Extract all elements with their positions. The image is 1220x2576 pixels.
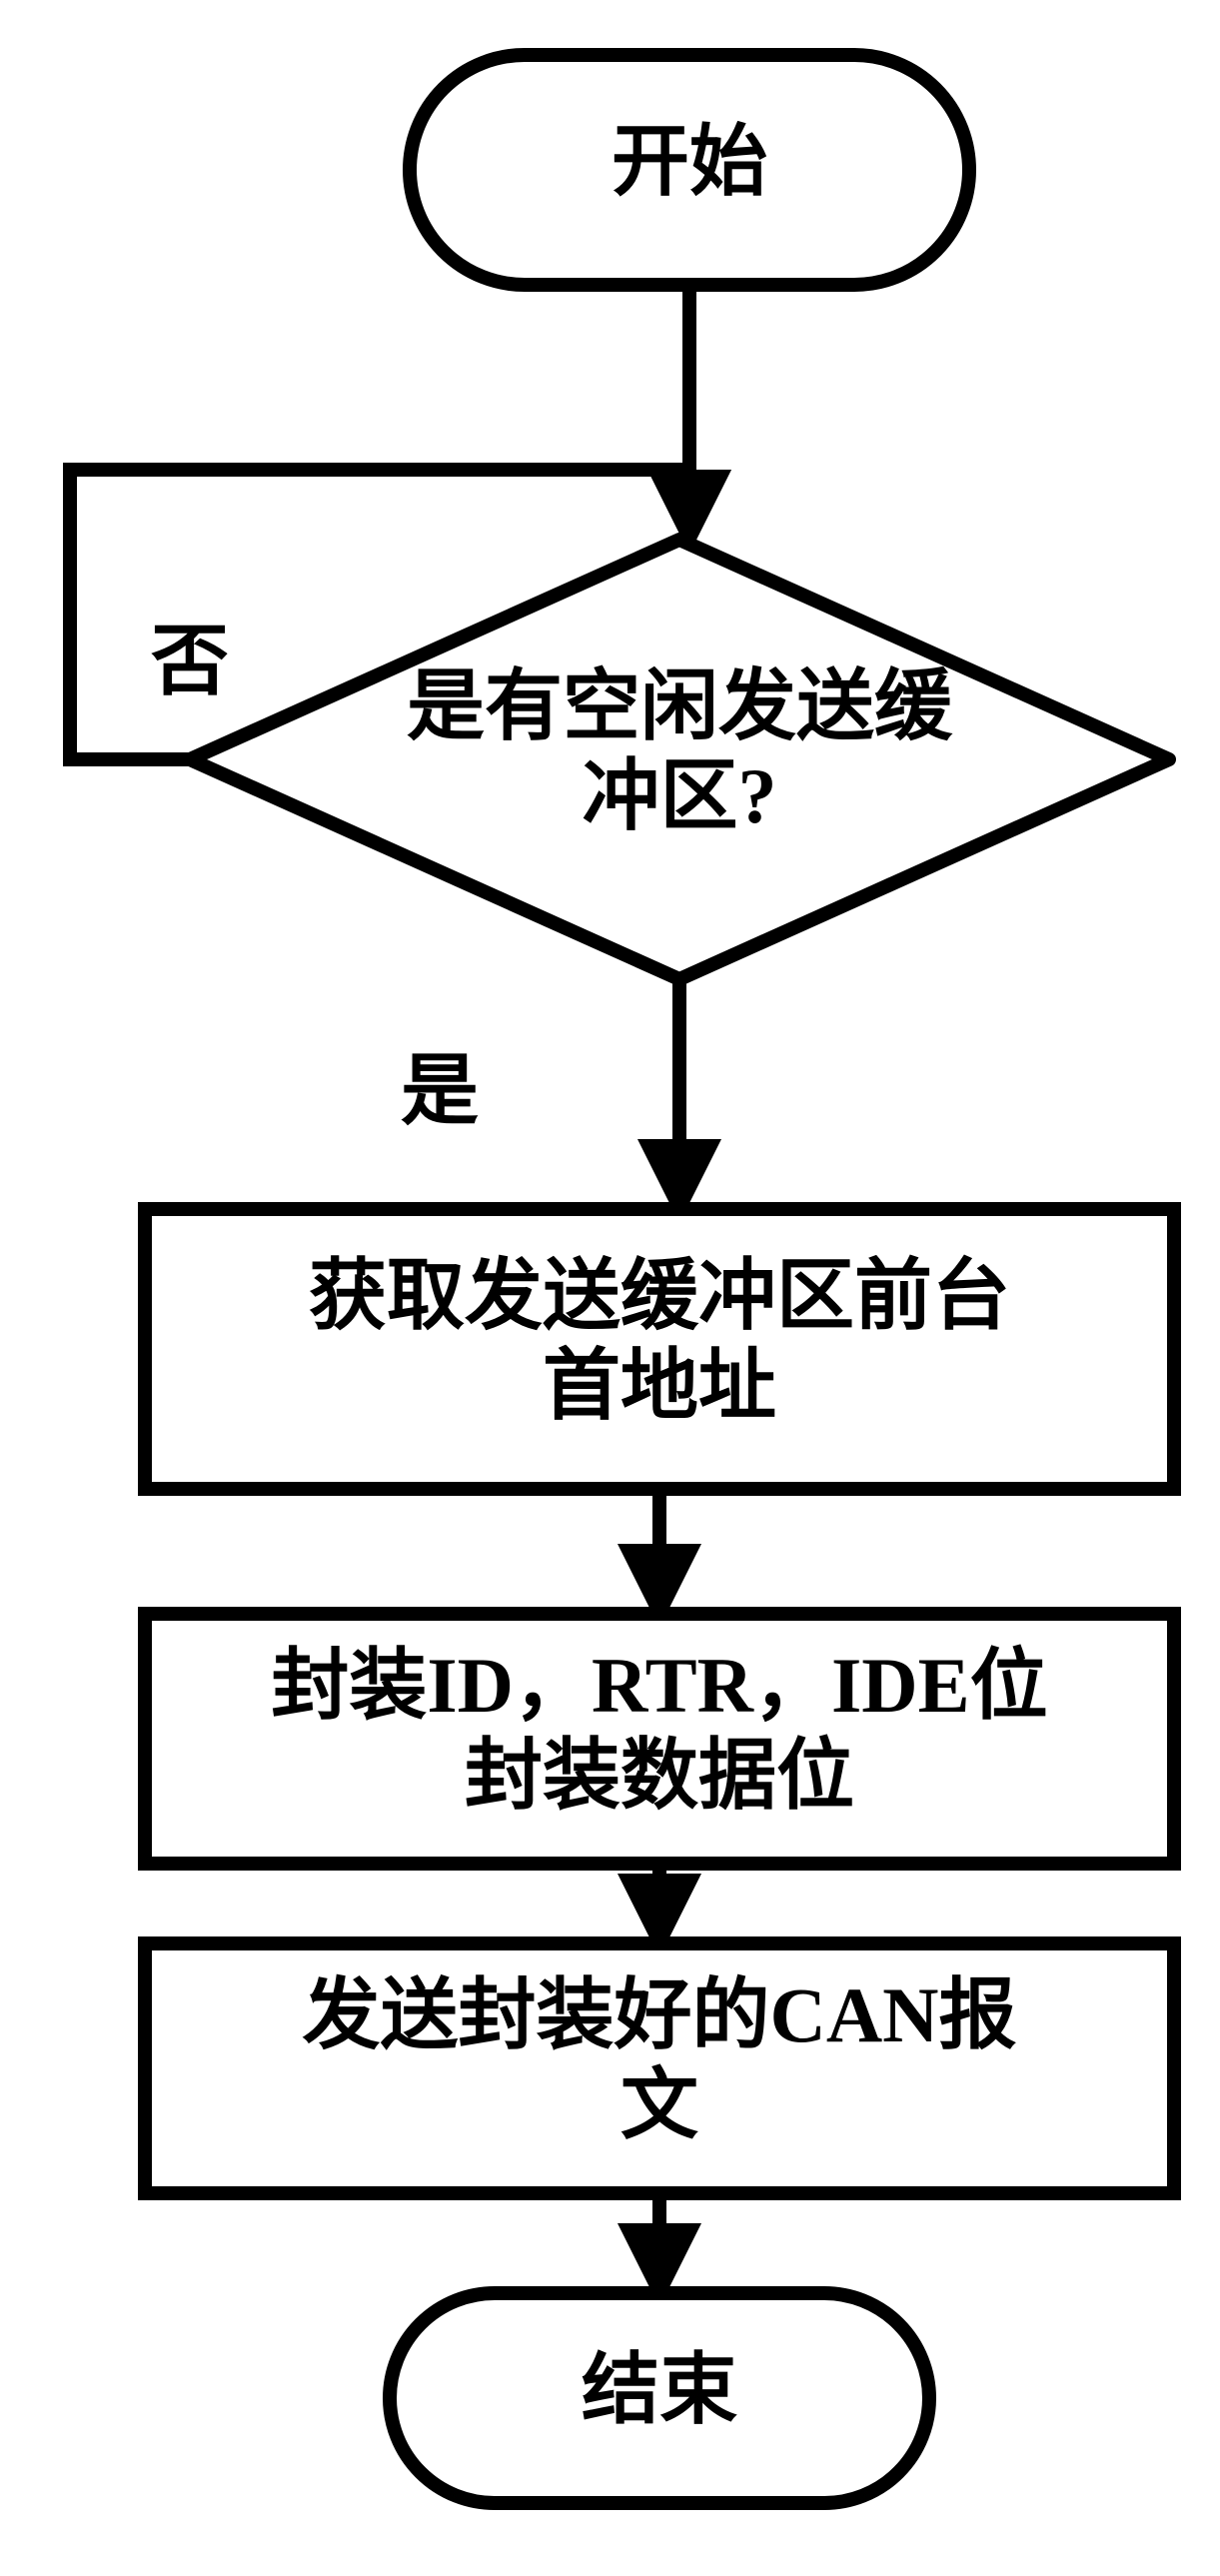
edge-label: 是 (401, 1047, 479, 1134)
node-text: 首地址 (543, 1342, 776, 1429)
node-text: 封装ID，RTR，IDE位 (271, 1642, 1047, 1729)
node-text: 文 (620, 2061, 698, 2148)
node-text: 封装数据位 (465, 1732, 854, 1819)
node-decision: 是有空闲发送缓冲区? (190, 540, 1169, 979)
node-end: 结束 (390, 2293, 929, 2503)
node-text: 结束 (582, 2346, 737, 2433)
edge-label: 否 (151, 618, 229, 704)
node-text: 获取发送缓冲区前台 (309, 1252, 1010, 1339)
node-text: 开始 (611, 118, 767, 205)
node-proc1: 获取发送缓冲区前台首地址 (145, 1209, 1174, 1489)
node-proc3: 发送封装好的CAN报文 (145, 1943, 1174, 2193)
node-start: 开始 (410, 55, 969, 285)
flowchart-canvas: 是 否 开始是有空闲发送缓冲区? 获取发送缓冲区前台首地址封装ID，RTR，IDE位封… (20, 20, 1220, 2556)
node-proc2: 封装ID，RTR，IDE位封装数据位 (145, 1614, 1174, 1864)
node-text: 是有空闲发送缓 (407, 662, 953, 749)
node-text: 发送封装好的CAN报 (303, 1971, 1017, 2058)
node-text: 冲区? (582, 752, 776, 839)
